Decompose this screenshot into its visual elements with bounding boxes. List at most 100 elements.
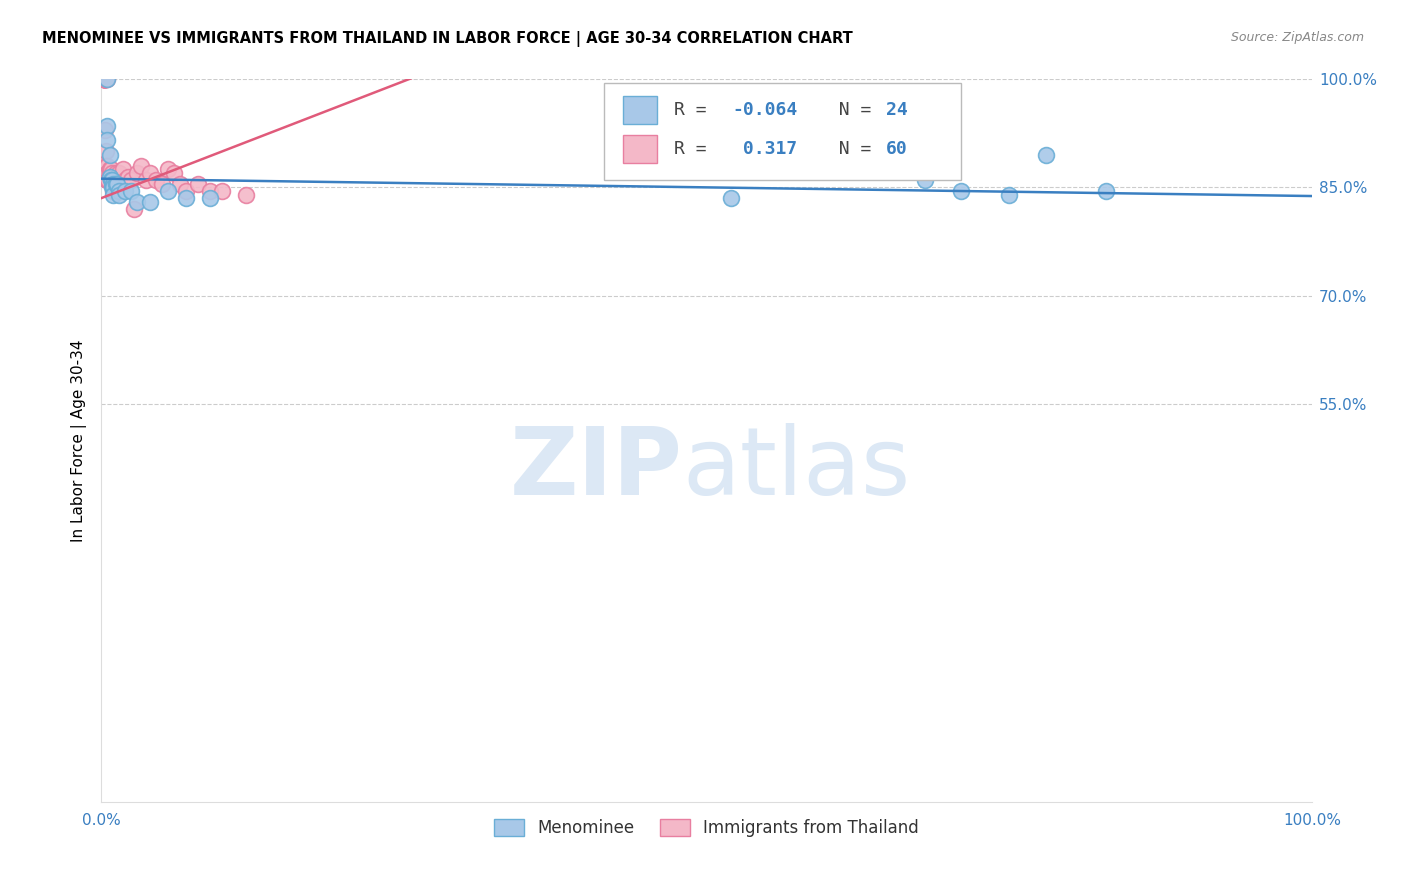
- Point: [998, 187, 1021, 202]
- Point: [107, 169, 129, 184]
- Point: [93, 72, 115, 87]
- Point: [98, 148, 121, 162]
- Point: [163, 166, 186, 180]
- Point: [93, 72, 115, 87]
- Text: ZIP: ZIP: [509, 423, 682, 516]
- Point: [127, 166, 149, 180]
- Point: [93, 72, 115, 87]
- Point: [156, 162, 179, 177]
- Point: [108, 187, 131, 202]
- Point: [94, 72, 117, 87]
- Point: [101, 180, 124, 194]
- Point: [103, 177, 125, 191]
- Point: [174, 184, 197, 198]
- Text: MENOMINEE VS IMMIGRANTS FROM THAILAND IN LABOR FORCE | AGE 30-34 CORRELATION CHA: MENOMINEE VS IMMIGRANTS FROM THAILAND IN…: [42, 31, 853, 47]
- Point: [120, 173, 142, 187]
- Point: [111, 162, 134, 177]
- Point: [94, 72, 117, 87]
- Point: [93, 72, 115, 87]
- Point: [93, 72, 115, 87]
- FancyBboxPatch shape: [623, 96, 657, 124]
- Point: [96, 119, 118, 133]
- Point: [96, 159, 118, 173]
- Point: [103, 180, 125, 194]
- Point: [135, 173, 157, 187]
- Point: [93, 72, 115, 87]
- Point: [96, 72, 118, 87]
- Point: [93, 72, 115, 87]
- Point: [98, 166, 121, 180]
- Point: [96, 173, 118, 187]
- Text: atlas: atlas: [682, 423, 911, 516]
- Point: [94, 159, 117, 173]
- Point: [720, 191, 742, 205]
- Point: [150, 177, 173, 191]
- Point: [94, 122, 117, 136]
- Point: [914, 173, 936, 187]
- Point: [105, 177, 128, 191]
- Point: [94, 72, 117, 87]
- Point: [97, 166, 120, 180]
- Point: [96, 133, 118, 147]
- Point: [97, 173, 120, 187]
- Legend: Menominee, Immigrants from Thailand: Menominee, Immigrants from Thailand: [488, 813, 925, 844]
- Point: [105, 169, 128, 184]
- Point: [108, 184, 131, 198]
- Point: [104, 166, 127, 180]
- Text: 60: 60: [886, 140, 907, 158]
- Text: R =: R =: [673, 140, 717, 158]
- Point: [93, 72, 115, 87]
- Point: [174, 191, 197, 205]
- Point: [169, 177, 191, 191]
- Point: [94, 145, 117, 159]
- Point: [114, 173, 136, 187]
- Point: [103, 187, 125, 202]
- Point: [122, 202, 145, 216]
- Point: [108, 166, 131, 180]
- Point: [129, 159, 152, 173]
- Text: -0.064: -0.064: [733, 101, 797, 119]
- Point: [103, 173, 125, 187]
- Point: [117, 169, 139, 184]
- Point: [198, 184, 221, 198]
- Point: [114, 184, 136, 198]
- Point: [187, 177, 209, 191]
- Point: [103, 169, 125, 184]
- Point: [93, 72, 115, 87]
- Text: 24: 24: [886, 101, 907, 119]
- Text: N =: N =: [817, 140, 882, 158]
- Point: [1035, 148, 1057, 162]
- Point: [235, 187, 257, 202]
- Point: [96, 166, 118, 180]
- Point: [138, 194, 160, 209]
- Point: [96, 72, 118, 87]
- FancyBboxPatch shape: [603, 83, 960, 180]
- FancyBboxPatch shape: [623, 136, 657, 163]
- Point: [101, 166, 124, 180]
- Point: [110, 180, 132, 194]
- Point: [101, 173, 124, 187]
- Point: [96, 173, 118, 187]
- Point: [103, 177, 125, 191]
- Point: [100, 162, 122, 177]
- Point: [145, 173, 167, 187]
- Point: [104, 177, 127, 191]
- Point: [94, 72, 117, 87]
- Point: [100, 169, 122, 184]
- Point: [93, 72, 115, 87]
- Point: [98, 169, 121, 184]
- Point: [1095, 184, 1118, 198]
- Point: [138, 166, 160, 180]
- Text: R =: R =: [673, 101, 717, 119]
- Point: [127, 194, 149, 209]
- Text: N =: N =: [817, 101, 882, 119]
- Point: [949, 184, 972, 198]
- Point: [103, 184, 125, 198]
- Point: [120, 184, 142, 198]
- Point: [94, 72, 117, 87]
- Point: [100, 173, 122, 187]
- Point: [98, 162, 121, 177]
- Point: [211, 184, 233, 198]
- Point: [156, 184, 179, 198]
- Point: [93, 72, 115, 87]
